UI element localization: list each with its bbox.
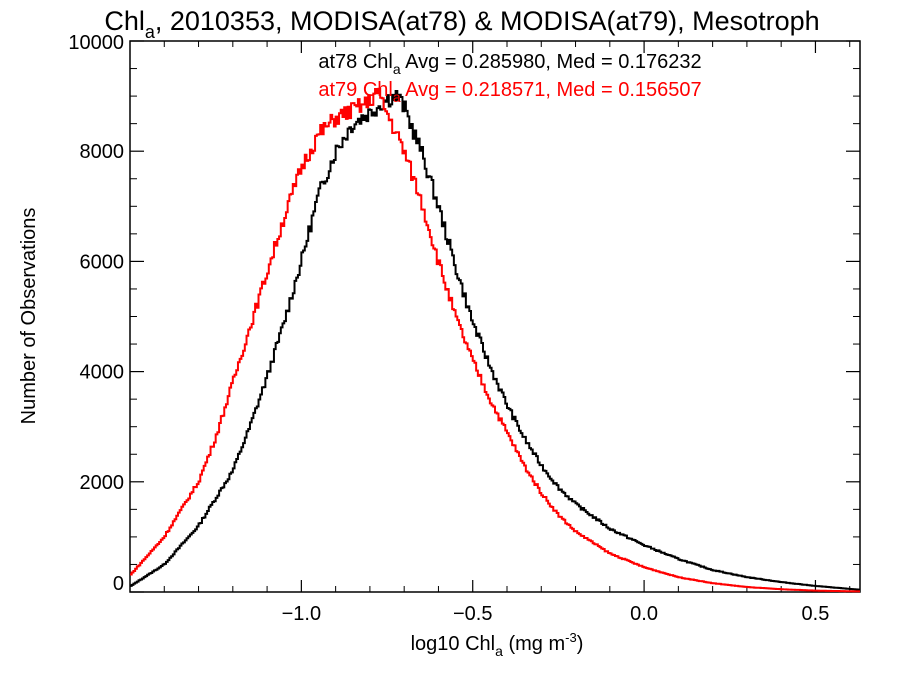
y-tick-label: 8000 [80,141,125,163]
x-tick-label: −1.0 [282,603,321,625]
stats-at79-rest: Avg = 0.218571, Med = 0.156507 [401,79,702,101]
title-rest: , 2010353, MODISA(at78) & MODISA(at79), … [155,6,820,36]
stats-at78-sub: a [393,61,401,77]
stats-at79-prefix: at79 Chl [318,79,393,101]
xlabel-sup: -3 [565,630,577,645]
x-axis-label: log10 Chla (mg m-3) [411,630,584,659]
x-tick-label: 0.5 [802,603,830,625]
axis-ticks: −1.0 −0.5 0.0 0.5 0 2000 4000 6000 8000 10000 [68,32,860,625]
x-tick-label: −0.5 [453,603,492,625]
stats-at78-prefix: at78 Chl [318,51,393,73]
x-tick-label: 0.0 [630,603,658,625]
stats-at78: at78 Chla Avg = 0.285980, Med = 0.176232 [318,51,701,77]
chart-title: Chla, 2010353, MODISA(at78) & MODISA(at7… [104,6,819,42]
y-tick-label: 10000 [68,32,124,54]
stats-at79-sub: a [393,89,401,105]
y-tick-label: 2000 [80,472,125,494]
stats-at78-rest: Avg = 0.285980, Med = 0.176232 [401,51,702,73]
xlabel-main: log10 Chl [411,633,496,655]
series-line-at78 [130,90,860,591]
xlabel-units: (mg m [503,633,565,655]
y-tick-label: 6000 [80,251,125,273]
title-subscript: a [145,22,156,42]
y-axis-label: Number of Observations [18,208,40,425]
y-tick-label: 0 [113,573,124,595]
series-group [130,87,860,593]
plot-frame [129,40,861,593]
xlabel-sub: a [495,643,503,659]
xlabel-close: ) [577,633,584,655]
stats-at79: at79 Chla Avg = 0.218571, Med = 0.156507 [318,79,701,105]
series-line-at79 [130,87,860,593]
y-tick-label: 4000 [80,362,125,384]
title-main: Chl [104,6,145,36]
